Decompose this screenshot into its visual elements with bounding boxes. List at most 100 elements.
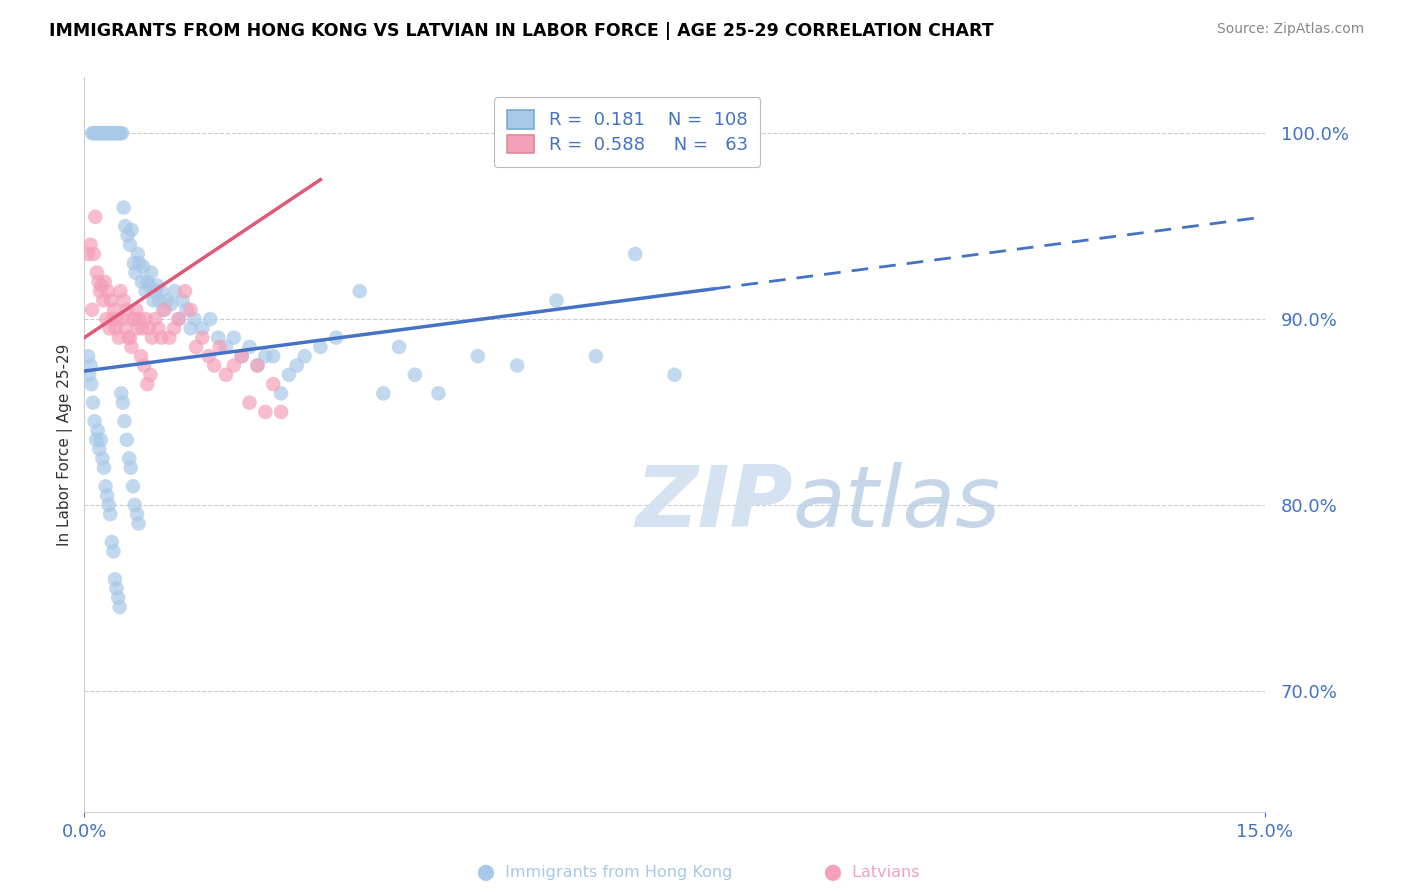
Point bbox=[254, 405, 277, 419]
Point bbox=[624, 247, 647, 261]
Point bbox=[191, 330, 214, 344]
Point bbox=[153, 302, 176, 317]
Point bbox=[91, 293, 114, 308]
Point bbox=[156, 293, 179, 308]
Point bbox=[207, 330, 229, 344]
Point bbox=[585, 349, 607, 363]
Point bbox=[104, 126, 127, 140]
Text: atlas: atlas bbox=[793, 462, 1001, 545]
Point bbox=[163, 321, 186, 335]
Point bbox=[246, 359, 269, 373]
Point bbox=[157, 330, 180, 344]
Point bbox=[180, 302, 202, 317]
Point bbox=[108, 600, 131, 615]
Point bbox=[103, 544, 125, 558]
Point bbox=[110, 126, 132, 140]
Point bbox=[100, 293, 122, 308]
Point bbox=[294, 349, 316, 363]
Point bbox=[94, 126, 117, 140]
Point bbox=[139, 368, 162, 382]
Point bbox=[152, 302, 174, 317]
Point bbox=[143, 312, 166, 326]
Point bbox=[167, 312, 190, 326]
Point bbox=[115, 302, 138, 317]
Point bbox=[132, 260, 155, 274]
Point bbox=[167, 312, 190, 326]
Point bbox=[270, 405, 292, 419]
Point bbox=[200, 312, 222, 326]
Point bbox=[262, 377, 284, 392]
Point bbox=[176, 302, 198, 317]
Point bbox=[87, 275, 110, 289]
Point bbox=[108, 330, 131, 344]
Point bbox=[117, 330, 139, 344]
Point bbox=[114, 219, 136, 233]
Point bbox=[427, 386, 450, 401]
Point bbox=[96, 312, 118, 326]
Point bbox=[84, 210, 107, 224]
Point bbox=[84, 126, 107, 140]
Point bbox=[506, 359, 529, 373]
Point bbox=[79, 237, 101, 252]
Point bbox=[191, 321, 214, 335]
Point bbox=[125, 302, 148, 317]
Point bbox=[93, 460, 115, 475]
Point bbox=[146, 278, 169, 293]
Text: Source: ZipAtlas.com: Source: ZipAtlas.com bbox=[1216, 22, 1364, 37]
Point bbox=[277, 368, 299, 382]
Point bbox=[262, 349, 284, 363]
Point bbox=[143, 284, 166, 298]
Point bbox=[84, 433, 107, 447]
Point bbox=[150, 330, 173, 344]
Point bbox=[142, 293, 165, 308]
Point bbox=[101, 312, 124, 326]
Point bbox=[104, 321, 127, 335]
Point bbox=[86, 266, 108, 280]
Point bbox=[135, 312, 157, 326]
Point bbox=[467, 349, 489, 363]
Point bbox=[79, 359, 101, 373]
Point bbox=[231, 349, 253, 363]
Point bbox=[82, 126, 104, 140]
Point bbox=[125, 507, 148, 521]
Point bbox=[103, 126, 125, 140]
Point bbox=[101, 535, 124, 549]
Point bbox=[128, 516, 150, 531]
Point bbox=[89, 284, 111, 298]
Point bbox=[110, 386, 132, 401]
Point bbox=[98, 126, 121, 140]
Point bbox=[111, 312, 134, 326]
Point bbox=[239, 395, 262, 409]
Point bbox=[105, 582, 128, 596]
Point bbox=[82, 395, 104, 409]
Point bbox=[388, 340, 411, 354]
Point bbox=[96, 126, 118, 140]
Point bbox=[94, 275, 117, 289]
Point bbox=[127, 321, 149, 335]
Point bbox=[94, 479, 117, 493]
Point bbox=[231, 349, 253, 363]
Point bbox=[664, 368, 686, 382]
Point bbox=[270, 386, 292, 401]
Point bbox=[184, 340, 207, 354]
Point bbox=[98, 321, 121, 335]
Point bbox=[215, 340, 238, 354]
Y-axis label: In Labor Force | Age 25-29: In Labor Force | Age 25-29 bbox=[58, 343, 73, 546]
Point bbox=[98, 507, 121, 521]
Point bbox=[86, 424, 108, 438]
Point bbox=[105, 312, 128, 326]
Point bbox=[90, 433, 112, 447]
Point bbox=[124, 312, 146, 326]
Point bbox=[215, 368, 238, 382]
Point bbox=[148, 293, 170, 308]
Point bbox=[163, 284, 186, 298]
Point bbox=[101, 126, 124, 140]
Point bbox=[118, 330, 141, 344]
Point bbox=[87, 126, 110, 140]
Point bbox=[122, 312, 145, 326]
Point bbox=[127, 247, 149, 261]
Point bbox=[124, 266, 146, 280]
Point bbox=[82, 302, 104, 317]
Point bbox=[112, 201, 135, 215]
Legend: R =  0.181    N =  108, R =  0.588     N =   63: R = 0.181 N = 108, R = 0.588 N = 63 bbox=[495, 97, 761, 167]
